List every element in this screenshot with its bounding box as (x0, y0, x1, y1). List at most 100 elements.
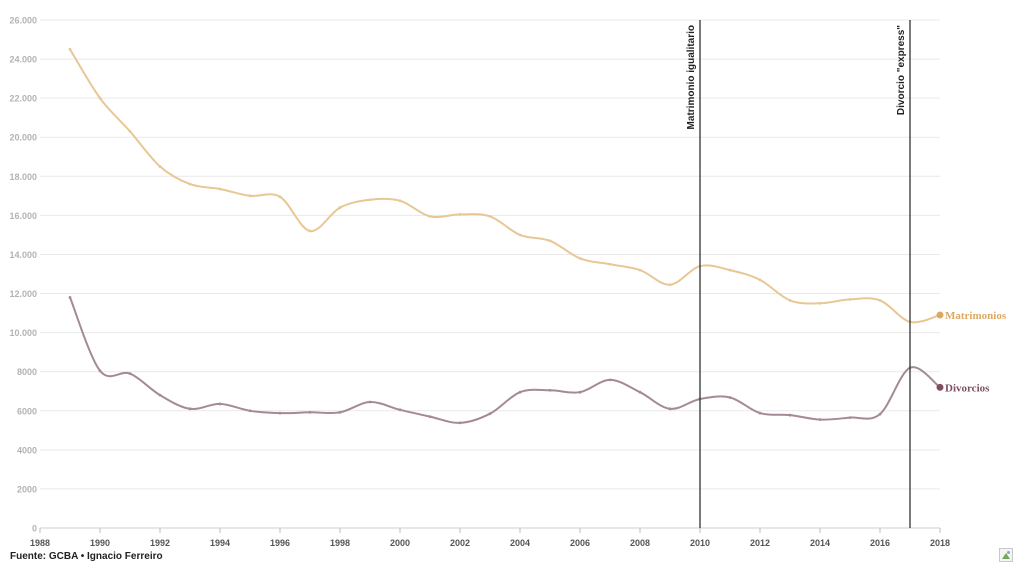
data-point-divorcios (638, 390, 642, 394)
data-point-matrimonios (578, 256, 582, 260)
y-tick-label: 20.000 (9, 133, 37, 143)
data-point-divorcios (548, 388, 552, 392)
x-tick-label: 2012 (750, 538, 770, 548)
data-point-divorcios (98, 369, 102, 373)
data-point-matrimonios (158, 165, 162, 168)
x-tick-label: 2004 (510, 538, 530, 548)
data-point-matrimonios (278, 195, 282, 199)
x-tick-label: 2014 (810, 538, 830, 548)
y-tick-label: 4000 (17, 445, 37, 455)
data-point-matrimonios (128, 129, 132, 133)
data-point-matrimonios (548, 239, 552, 243)
data-point-divorcios (428, 415, 432, 419)
y-tick-label: 24.000 (9, 55, 37, 65)
data-point-divorcios (518, 390, 522, 394)
y-tick-label: 6000 (17, 406, 37, 416)
data-point-divorcios (278, 411, 282, 415)
data-point-matrimonios (518, 233, 522, 237)
series-group (68, 47, 944, 425)
data-point-divorcios (188, 407, 192, 411)
data-point-divorcios (668, 407, 672, 411)
source-credit: Fuente: GCBA • Ignacio Ferreiro (10, 551, 163, 562)
data-point-matrimonios (188, 182, 192, 186)
data-point-divorcios (128, 372, 132, 376)
data-point-divorcios (878, 412, 882, 416)
data-point-matrimonios (818, 301, 822, 305)
x-tick-label: 1992 (150, 538, 170, 548)
data-point-divorcios (308, 410, 312, 414)
data-point-matrimonios (458, 213, 462, 216)
x-tick-label: 2006 (570, 538, 590, 548)
data-point-matrimonios (428, 214, 432, 218)
event-label: Matrimonio igualitario (686, 25, 697, 129)
data-point-matrimonios (936, 311, 944, 319)
y-tick-label: 2000 (17, 484, 37, 494)
data-point-divorcios (488, 412, 492, 416)
x-tick-label: 2008 (630, 538, 650, 548)
y-tick-label: 0 (32, 524, 37, 534)
series-line-matrimonios (69, 48, 941, 324)
series-label-divorcios: Divorcios (945, 382, 990, 394)
x-tick-label: 2000 (390, 538, 410, 548)
data-point-matrimonios (788, 298, 792, 302)
series-labels: Matrimonios Divorcios (945, 310, 1007, 394)
data-point-matrimonios (248, 194, 252, 198)
x-tick-label: 1988 (30, 538, 50, 548)
y-tick-label: 26.000 (9, 16, 37, 26)
data-point-matrimonios (338, 206, 342, 209)
x-tick-label: 1998 (330, 538, 350, 548)
data-point-divorcios (68, 296, 72, 299)
y-tick-label: 10.000 (9, 328, 37, 338)
data-point-matrimonios (638, 268, 642, 272)
data-point-divorcios (936, 383, 944, 391)
y-tick-label: 16.000 (9, 211, 37, 221)
data-point-matrimonios (728, 268, 732, 272)
x-tick-label: 1994 (210, 538, 230, 548)
data-point-divorcios (728, 396, 732, 399)
data-point-divorcios (578, 390, 582, 394)
broken-image-icon (999, 548, 1013, 562)
y-tick-label: 8000 (17, 367, 37, 377)
data-point-divorcios (338, 410, 342, 414)
event-label: Divorcio "express" (896, 25, 907, 115)
data-point-divorcios (458, 421, 462, 425)
x-tick-label: 2018 (930, 538, 950, 548)
series-line-divorcios (69, 296, 941, 424)
data-point-matrimonios (368, 198, 372, 202)
series-label-matrimonios: Matrimonios (945, 310, 1007, 322)
data-point-divorcios (158, 393, 162, 397)
data-point-matrimonios (68, 47, 72, 51)
y-axis: 0 2000 4000 6000 8000 10.000 12.000 14.000 16.00… (9, 16, 37, 534)
data-point-divorcios (218, 402, 222, 406)
data-point-matrimonios (218, 187, 222, 191)
data-point-divorcios (758, 411, 762, 415)
x-tick-label: 1990 (90, 538, 110, 548)
data-point-matrimonios (488, 214, 492, 218)
data-point-divorcios (248, 409, 252, 413)
x-axis: 1988 1990 1992 1994 1996 1998 2000 2002 2004 2006… (30, 528, 950, 548)
data-point-matrimonios (848, 298, 852, 301)
x-tick-label: 2002 (450, 538, 470, 548)
x-tick-label: 2016 (870, 538, 890, 548)
x-tick-label: 1996 (270, 538, 290, 548)
event-annotations: Matrimonio igualitario Divorcio "express" (686, 20, 911, 528)
x-tick-label: 2010 (690, 538, 710, 548)
data-point-matrimonios (608, 262, 612, 266)
data-point-matrimonios (398, 199, 402, 203)
y-tick-label: 22.000 (9, 94, 37, 104)
data-point-divorcios (848, 416, 852, 420)
data-point-matrimonios (758, 278, 762, 282)
data-point-divorcios (398, 408, 402, 412)
y-tick-label: 18.000 (9, 172, 37, 182)
data-point-divorcios (818, 418, 822, 421)
data-point-divorcios (788, 413, 792, 417)
data-point-divorcios (608, 378, 612, 382)
data-point-matrimonios (878, 298, 882, 302)
data-point-matrimonios (308, 229, 312, 233)
data-point-matrimonios (98, 96, 102, 100)
gridlines (40, 19, 940, 529)
data-point-matrimonios (668, 283, 672, 287)
y-tick-label: 12.000 (9, 289, 37, 299)
y-tick-label: 14.000 (9, 250, 37, 260)
